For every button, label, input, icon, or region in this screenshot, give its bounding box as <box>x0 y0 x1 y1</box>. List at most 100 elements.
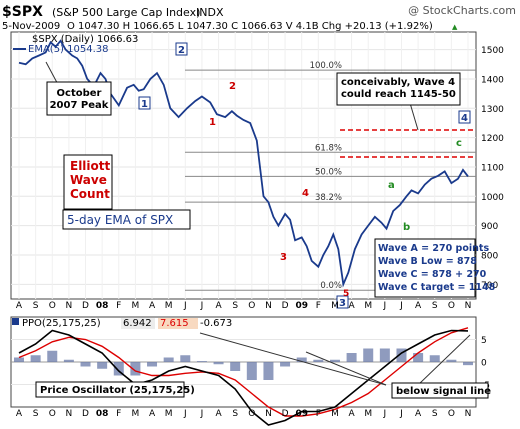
fib-label: 50.0% <box>315 167 342 177</box>
month-label: J <box>200 409 204 419</box>
wave-stats: Wave A = 270 points Wave B Low = 878 Wave … <box>378 243 496 293</box>
below-signal-label: below signal line <box>396 386 491 397</box>
month-label: J <box>383 301 387 311</box>
october-peak-callout: October 2007 Peak <box>45 61 112 116</box>
price-series <box>18 39 469 288</box>
month-label: F <box>116 409 121 419</box>
month-label: D <box>82 301 89 311</box>
histogram-bar <box>296 357 307 362</box>
month-label: A <box>16 301 23 311</box>
histogram-bar <box>163 357 174 362</box>
ppo-legend-swatch <box>12 318 19 325</box>
histogram-bar <box>363 348 374 362</box>
wave-c-label: c <box>456 138 462 149</box>
month-label: S <box>33 409 39 419</box>
ema-note-box: 5-day EMA of SPX <box>62 209 191 230</box>
ppo-signal-value: 7.615 <box>160 318 189 329</box>
price-tick-label: 1300 <box>481 105 504 115</box>
month-label: M <box>132 409 140 419</box>
histogram-bar <box>196 361 207 362</box>
histogram-bar <box>246 362 257 380</box>
month-label: O <box>448 301 455 311</box>
month-label: M <box>132 301 140 311</box>
wave-3-label: 3 <box>339 298 346 309</box>
wave-labels: 1 2 3 4 1 2 3 4 5 a b c <box>138 42 471 309</box>
histogram-bar <box>230 362 241 371</box>
price-tick-label: 900 <box>481 222 498 232</box>
conceivably-box: conceivably, Wave 4 could reach 1145-50 <box>336 72 461 131</box>
month-label: M <box>364 301 372 311</box>
month-label: N <box>465 301 472 311</box>
histogram-bar <box>346 353 357 362</box>
wave-a-label: a <box>388 180 395 191</box>
histogram-bar <box>379 348 390 362</box>
month-label: N <box>66 301 73 311</box>
month-label: 08 <box>96 409 109 419</box>
month-label: O <box>49 301 56 311</box>
month-label: J <box>383 409 387 419</box>
price-legend-text: $SPX (Daily) 1066.63 <box>32 34 138 45</box>
ppo-hist-value: -0.673 <box>200 318 232 329</box>
month-label: F <box>316 409 321 419</box>
month-label: O <box>248 409 255 419</box>
price-y-axis: 700 800 900 1000 1100 1200 1300 1400 1500 <box>481 46 504 291</box>
price-tick-label: 1100 <box>481 163 504 173</box>
histogram-bar <box>213 362 224 365</box>
month-label: A <box>415 409 422 419</box>
fib-label: 100.0% <box>310 61 342 71</box>
ppo-legend: PPO(25,175,25) 6.942 7.615 -0.673 <box>12 318 232 329</box>
month-label: 09 <box>295 409 308 419</box>
histogram-bar <box>113 362 124 376</box>
month-label: N <box>66 409 73 419</box>
month-label: S <box>232 301 238 311</box>
month-label: A <box>415 301 422 311</box>
ppo-legend-label: PPO(25,175,25) <box>22 318 101 329</box>
month-axis: A S O N D 08 F M A M J J A S O N D 09 F M A M J J A S O N <box>16 301 471 311</box>
wave-4-label: 4 <box>461 113 468 124</box>
histogram-bar <box>313 359 324 362</box>
histogram-bar <box>413 353 424 362</box>
wave-stats-box: Wave A = 270 points Wave B Low = 878 Wave … <box>374 238 496 298</box>
month-label: S <box>432 409 438 419</box>
chg-arrow-icon: ▲ <box>452 23 458 31</box>
header-date: 5-Nov-2009 <box>2 21 60 32</box>
month-label: S <box>432 301 438 311</box>
wave-1-label: 1 <box>141 99 148 110</box>
histogram-bar <box>63 359 74 362</box>
month-label: D <box>282 409 289 419</box>
month-label: A <box>349 409 356 419</box>
exchange: INDX <box>196 6 224 19</box>
month-label: O <box>49 409 56 419</box>
month-axis-bottom: A S O N D 08 F M A M J J A S O N D 09 F M A M J J A S O N <box>16 409 471 419</box>
histogram-bar <box>429 355 440 362</box>
month-label: S <box>33 301 39 311</box>
ppo-value: 6.942 <box>123 318 152 329</box>
month-label: A <box>215 409 222 419</box>
ema-note: 5-day EMA of SPX <box>67 213 173 227</box>
ppo-series <box>14 327 473 426</box>
month-label: O <box>448 409 455 419</box>
ohlc-readout: O 1047.30 H 1066.65 L 1047.30 C 1066.63 … <box>67 21 433 32</box>
symbol-name: (S&P 500 Large Cap Index) <box>52 6 200 19</box>
wave-b-label: b <box>403 222 410 233</box>
price-tick-label: 1200 <box>481 134 504 144</box>
month-label: A <box>215 301 222 311</box>
month-label: A <box>349 301 356 311</box>
ppo-line <box>18 329 469 426</box>
october-peak-label: October 2007 Peak <box>50 88 109 111</box>
month-label: J <box>200 301 204 311</box>
conceivably-label: conceivably, Wave 4 could reach 1145-50 <box>341 77 456 100</box>
histogram-bar <box>329 359 340 362</box>
histogram-bar <box>130 362 141 376</box>
brand: @ StockCharts.com <box>408 4 516 17</box>
histogram-bar <box>463 362 473 366</box>
month-label: 08 <box>96 301 109 311</box>
price-tick-label: 1400 <box>481 75 504 85</box>
price-osc-callout: Price Oscillator (25,175,25) <box>35 381 195 398</box>
month-label: J <box>399 409 403 419</box>
month-label: F <box>116 301 121 311</box>
histogram-bar <box>14 357 24 362</box>
fib-label: 0.0% <box>320 281 342 291</box>
histogram-bar <box>180 355 191 362</box>
